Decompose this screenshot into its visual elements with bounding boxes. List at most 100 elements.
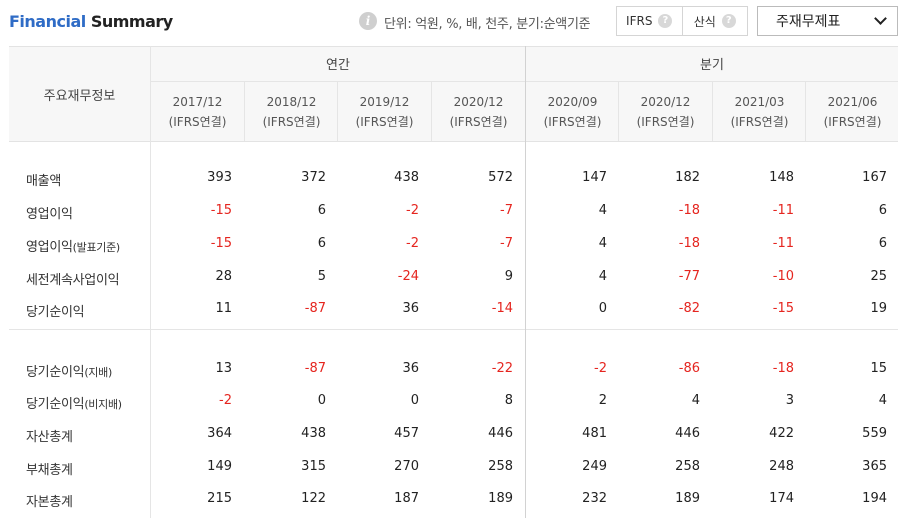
table-cell: -15 bbox=[210, 203, 232, 218]
table-cell: 36 bbox=[402, 301, 419, 316]
table-cell: 6 bbox=[878, 203, 887, 218]
row-label: 자산총계 bbox=[26, 426, 73, 445]
table-cell: -2 bbox=[406, 203, 419, 218]
row-separator bbox=[9, 329, 898, 330]
table-cell: 248 bbox=[769, 459, 794, 474]
table-cell: -24 bbox=[397, 269, 419, 284]
table-cell: 572 bbox=[488, 170, 513, 185]
table-cell: -11 bbox=[772, 203, 794, 218]
table-cell: -86 bbox=[678, 361, 700, 376]
table-cell: -2 bbox=[406, 236, 419, 251]
column-header: 2019/12 (IFRS연결) bbox=[338, 82, 431, 141]
table-cell: 194 bbox=[862, 491, 887, 506]
column-divider bbox=[525, 46, 526, 518]
group-annual: 연간 bbox=[326, 58, 350, 73]
row-label: 영업이익(발표기준) bbox=[26, 236, 120, 255]
column-divider bbox=[150, 46, 151, 518]
table-cell: 9 bbox=[504, 269, 513, 284]
row-label-qualifier: (지배) bbox=[84, 366, 112, 379]
column-divider bbox=[805, 82, 806, 141]
table-cell: 167 bbox=[862, 170, 887, 185]
table-cell: 481 bbox=[582, 426, 607, 441]
table-cell: 232 bbox=[582, 491, 607, 506]
table-cell: 187 bbox=[394, 491, 419, 506]
view-toggle: IFRS ? 산식 ? bbox=[616, 6, 748, 36]
column-header: 2017/12 (IFRS연결) bbox=[151, 82, 244, 141]
ifrs-help-icon[interactable]: ? bbox=[658, 14, 673, 28]
table-cell: 189 bbox=[675, 491, 700, 506]
row-label: 당기순이익(비지배) bbox=[26, 393, 122, 412]
column-header: 2021/03 (IFRS연결) bbox=[713, 82, 806, 141]
table-cell: -2 bbox=[219, 393, 232, 408]
group-quarterly: 분기 bbox=[700, 58, 724, 73]
table-cell: 315 bbox=[301, 459, 326, 474]
table-cell: 422 bbox=[769, 426, 794, 441]
table-cell: 3 bbox=[785, 393, 794, 408]
column-divider bbox=[337, 82, 338, 141]
column-basis: (IFRS연결) bbox=[730, 114, 789, 129]
chevron-down-icon bbox=[874, 12, 887, 25]
column-header: 2020/12 (IFRS연결) bbox=[432, 82, 525, 141]
ifrs-option[interactable]: IFRS ? bbox=[617, 7, 682, 35]
column-basis: (IFRS연결) bbox=[262, 114, 321, 129]
table-cell: 249 bbox=[582, 459, 607, 474]
column-divider bbox=[618, 82, 619, 141]
table-cell: -77 bbox=[678, 269, 700, 284]
table-cell: -2 bbox=[594, 361, 607, 376]
table-cell: -14 bbox=[491, 301, 513, 316]
ifrs-label: IFRS bbox=[626, 14, 653, 28]
table-header-border bbox=[9, 141, 898, 142]
statement-select-label: 주재무제표 bbox=[776, 14, 841, 30]
table-cell: 11 bbox=[215, 301, 232, 316]
info-icon[interactable]: i bbox=[359, 12, 377, 30]
table-cell: 148 bbox=[769, 170, 794, 185]
row-label-main: 영업이익 bbox=[26, 207, 73, 222]
column-divider bbox=[431, 82, 432, 141]
calc-label: 산식 bbox=[693, 14, 716, 29]
table-cell: 174 bbox=[769, 491, 794, 506]
table-cell: 6 bbox=[317, 203, 326, 218]
table-cell: 8 bbox=[504, 393, 513, 408]
table-cell: 182 bbox=[675, 170, 700, 185]
table-cell: 149 bbox=[207, 459, 232, 474]
table-cell: 438 bbox=[301, 426, 326, 441]
section-title-part2: Summary bbox=[90, 12, 173, 31]
table-cell: -18 bbox=[678, 236, 700, 251]
column-header: 2020/12 (IFRS연결) bbox=[619, 82, 712, 141]
table-cell: -7 bbox=[500, 203, 513, 218]
column-period: 2021/06 bbox=[827, 94, 878, 109]
column-header: 2018/12 (IFRS연결) bbox=[245, 82, 338, 141]
table-cell: 13 bbox=[215, 361, 232, 376]
table-cell: 258 bbox=[488, 459, 513, 474]
section-title-part1: Financial bbox=[9, 12, 86, 31]
unit-text: 단위: 억원, %, 배, 천주, 분기:순액기준 bbox=[384, 17, 591, 32]
table-cell: 4 bbox=[598, 269, 607, 284]
column-period: 2017/12 bbox=[172, 94, 223, 109]
column-divider bbox=[712, 82, 713, 141]
table-cell: -7 bbox=[500, 236, 513, 251]
table-cell: 122 bbox=[301, 491, 326, 506]
column-basis: (IFRS연결) bbox=[355, 114, 414, 129]
table-cell: -22 bbox=[491, 361, 513, 376]
table-cell: 2 bbox=[598, 393, 607, 408]
column-basis: (IFRS연결) bbox=[543, 114, 602, 129]
row-label: 당기순이익 bbox=[26, 301, 85, 320]
table-cell: 4 bbox=[878, 393, 887, 408]
table-cell: 457 bbox=[394, 426, 419, 441]
table-cell: 258 bbox=[675, 459, 700, 474]
table-cell: 559 bbox=[862, 426, 887, 441]
section-title: Financial Summary bbox=[9, 12, 173, 31]
table-cell: 36 bbox=[402, 361, 419, 376]
table-cell: 19 bbox=[870, 301, 887, 316]
table-cell: 25 bbox=[870, 269, 887, 284]
calc-option[interactable]: 산식 ? bbox=[681, 7, 748, 35]
calc-help-icon[interactable]: ? bbox=[721, 14, 736, 28]
table-cell: 0 bbox=[598, 301, 607, 316]
column-period: 2019/12 bbox=[359, 94, 410, 109]
table-cell: -82 bbox=[678, 301, 700, 316]
column-header: 2021/06 (IFRS연결) bbox=[806, 82, 899, 141]
row-label-main: 자본총계 bbox=[26, 495, 73, 510]
row-label-main: 부채총계 bbox=[26, 463, 73, 478]
statement-select[interactable]: 주재무제표 bbox=[757, 6, 898, 36]
row-label-main: 당기순이익 bbox=[26, 397, 85, 412]
